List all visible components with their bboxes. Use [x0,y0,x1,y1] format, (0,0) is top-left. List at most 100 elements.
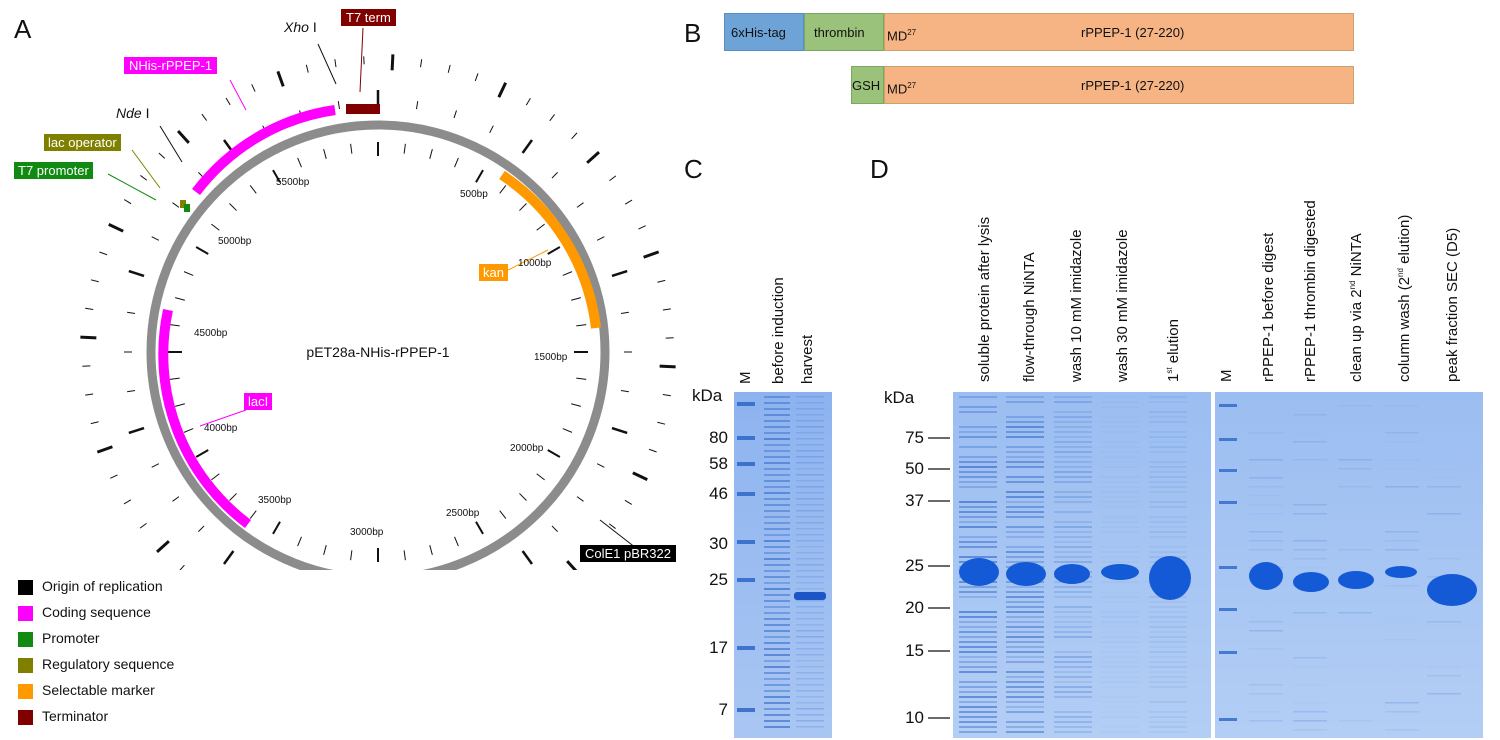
gel-band [1101,601,1139,603]
lane-label: M [737,372,754,385]
gel-band [1054,541,1092,543]
gel-band [1054,656,1092,658]
gel-c-image [734,392,832,738]
tick-mark [170,325,180,326]
gel-band [1293,441,1327,443]
gel-band [764,570,790,572]
gel-band [764,396,790,398]
gel-band [1219,438,1237,441]
gel-band [1149,516,1187,518]
tick-mark [537,474,545,480]
tick-mark [476,522,483,534]
gel-band [959,596,997,598]
tick-mark [430,149,433,159]
gel-band [737,492,755,496]
gel-band [1101,671,1139,673]
gel-band [1149,501,1187,503]
gel-band [1054,696,1092,698]
gel-band [1101,596,1139,598]
bp-label: 2000bp [510,443,544,454]
gel-band [1006,526,1044,528]
gel-band [1293,513,1327,515]
gel-band [737,462,755,466]
gel-d-image [953,392,1483,738]
gel-band [1249,414,1283,416]
tick-mark [572,133,577,139]
legend-swatch [18,580,33,595]
gel-band [764,528,790,530]
gel-band [764,690,790,692]
gel-band [764,414,790,416]
tick-mark [152,464,159,468]
gel-band [1101,706,1139,708]
tick-mark [127,312,135,313]
gel-band [796,420,824,422]
gel-band [1101,491,1139,493]
gel-band [1054,716,1092,718]
gel-band [959,521,997,523]
gel-band [1293,572,1329,592]
gel-band [1427,574,1477,606]
gel-band [1149,556,1191,600]
gel-band [959,558,999,586]
gel-band [796,492,824,494]
gel-band [1054,676,1092,678]
gel-band [1149,626,1187,628]
gel-band [1149,631,1187,633]
gel-band [1006,726,1044,728]
gel-band [1006,586,1044,588]
gel-band [1338,549,1372,551]
gel-band [1101,556,1139,558]
tick-mark [124,200,131,204]
tick-mark [576,378,586,379]
gel-band [1101,686,1139,688]
tick-mark [178,131,189,143]
gel-band [1427,477,1461,479]
gel-band [1006,481,1044,483]
gel-band [1054,511,1092,513]
gel-band [1006,686,1044,688]
gel-band [1427,468,1461,470]
gel-band [796,648,824,650]
gel-band [1293,711,1327,713]
gel-band [1338,571,1374,589]
bp-label: 4000bp [204,423,238,434]
gel-band [1101,466,1139,468]
gel-band [1427,396,1461,398]
tick-mark [455,537,459,546]
gel-band [1054,551,1092,553]
tick-mark [649,449,657,452]
gel-band [796,558,824,560]
gel-band [1006,636,1044,638]
lane-label: wash 10 mM imidazole [1068,229,1085,382]
gel-band [764,480,790,482]
gel-band [1006,401,1044,403]
tick-mark [597,237,604,241]
gel-band [1006,661,1044,663]
tick-mark [523,140,532,153]
domain-thrombin: thrombin [804,13,884,51]
gel-band [764,522,790,524]
gel-band [764,726,790,728]
gel-band [1006,711,1044,713]
gel-band [959,406,997,408]
gel-band [1101,636,1139,638]
gel-band [1149,651,1187,653]
gel-band [1054,471,1092,473]
feature-t7-promoter [184,204,190,212]
tick-mark [609,176,615,181]
gel-band [764,600,790,602]
gel-band [796,600,824,602]
gel-band [1149,611,1187,613]
gel-band [1149,726,1187,728]
gel-band [1149,491,1187,493]
gel-band [1149,551,1187,553]
marker-label: 25 [880,556,924,576]
gel-band [1385,468,1419,470]
gel-band [1054,521,1092,523]
gel-band [796,582,824,584]
gel-band [1149,531,1187,533]
gel-band [1149,451,1187,453]
gel-band [764,558,790,560]
gel-band [1054,436,1092,438]
